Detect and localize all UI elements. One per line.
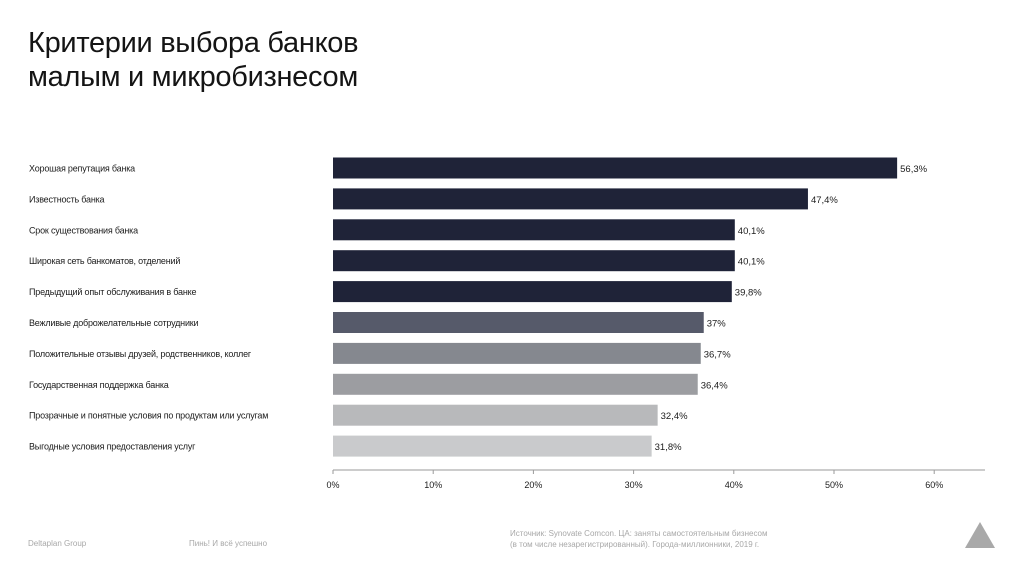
bar xyxy=(333,435,652,457)
x-tick-label: 10% xyxy=(424,480,442,490)
x-tick-label: 0% xyxy=(326,480,339,490)
bar xyxy=(333,157,898,179)
data-label: 36,7% xyxy=(704,349,731,360)
title-line-2: малым и микробизнесом xyxy=(28,61,359,93)
source-line-2: (в том числе незарегистрированный). Горо… xyxy=(510,540,760,549)
data-label: 40,1% xyxy=(738,257,765,268)
data-label: 40,1% xyxy=(738,226,765,237)
data-label: 36,4% xyxy=(701,380,728,391)
bar xyxy=(333,281,732,303)
data-label: 32,4% xyxy=(661,411,688,422)
bar xyxy=(333,250,735,272)
category-label: Государственная поддержка банка xyxy=(29,380,169,390)
title-line-1: Критерии выбора банков xyxy=(28,27,359,59)
data-label: 37% xyxy=(707,319,727,330)
data-label: 47,4% xyxy=(811,195,838,206)
x-tick-label: 20% xyxy=(524,480,542,490)
category-label: Хорошая репутация банка xyxy=(29,164,135,174)
page-title: Критерии выбора банков малым и микробизн… xyxy=(28,26,628,94)
bar xyxy=(333,219,735,241)
x-tick-label: 60% xyxy=(925,480,943,490)
category-label: Положительные отзывы друзей, родственник… xyxy=(29,349,252,359)
data-label: 39,8% xyxy=(735,288,762,299)
data-label: 31,8% xyxy=(655,442,682,453)
bar xyxy=(333,342,701,364)
triangle-logo-icon xyxy=(965,522,995,548)
category-label: Выгодные условия предоставления услуг xyxy=(29,442,196,452)
category-label: Прозрачные и понятные условия по продукт… xyxy=(29,411,268,421)
footer-org: Deltaplan Group xyxy=(28,539,87,548)
footer-tagline: Пинь! И всё успешно xyxy=(189,539,268,548)
data-label: 56,3% xyxy=(900,164,927,175)
category-label: Срок существования банка xyxy=(29,225,138,235)
category-label: Предыдущий опыт обслуживания в банке xyxy=(29,287,196,297)
footer-source: Источник: Synovate Comcon. ЦА: заняты са… xyxy=(510,528,850,550)
x-tick-label: 40% xyxy=(725,480,743,490)
bar xyxy=(333,312,704,333)
bar xyxy=(333,188,808,210)
category-label: Известность банка xyxy=(29,194,105,204)
source-line-1: Источник: Synovate Comcon. ЦА: заняты са… xyxy=(510,529,768,538)
bar xyxy=(333,404,658,426)
bar xyxy=(333,373,698,395)
category-label: Широкая сеть банкоматов, отделений xyxy=(29,256,180,266)
category-label: Вежливые доброжелательные сотрудники xyxy=(29,318,199,328)
x-tick-label: 50% xyxy=(825,480,843,490)
x-tick-label: 30% xyxy=(625,480,643,490)
